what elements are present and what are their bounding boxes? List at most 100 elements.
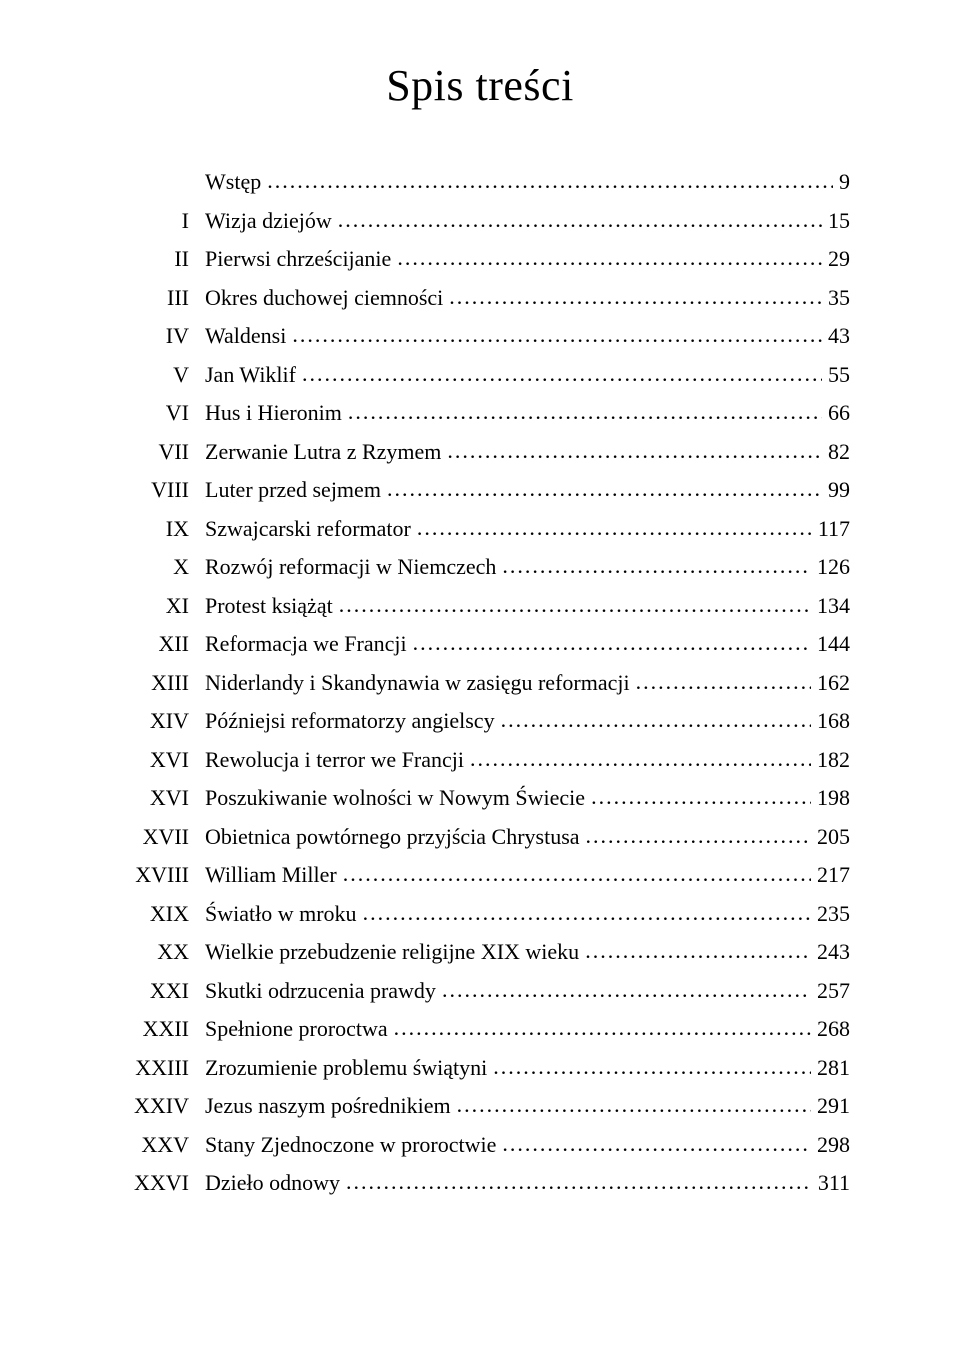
toc-page-number: 43 [822,325,850,347]
toc-page-number: 291 [811,1095,850,1117]
toc-leader-dots: ........................................… [499,709,811,731]
toc-page-number: 35 [822,287,850,309]
toc-row: XIIINiderlandy i Skandynawia w zasięgu r… [110,672,850,694]
toc-row: XRozwój reformacji w Niemczech..........… [110,556,850,578]
toc-page-number: 217 [811,864,850,886]
toc-chapter-number: XXVI [110,1172,205,1194]
toc-chapter-number: XI [110,595,205,617]
toc-page-number: 29 [822,248,850,270]
toc-leader-dots: ........................................… [361,902,811,924]
toc-page-number: 117 [812,518,850,540]
toc-chapter-title: Spełnione proroctwa [205,1018,392,1040]
toc-chapter-title: Poszukiwanie wolności w Nowym Świecie [205,787,589,809]
toc-page-number: 15 [822,210,850,232]
toc-leader-dots: ........................................… [634,671,811,693]
toc-chapter-title: Okres duchowej ciemności [205,287,447,309]
toc-leader-dots: ........................................… [336,209,822,231]
toc-page-number: 198 [811,787,850,809]
toc-chapter-title: Późniejsi reformatorzy angielscy [205,710,499,732]
toc-row: XVIIObietnica powtórnego przyjścia Chrys… [110,826,850,848]
toc-intro-dots: ........................................… [265,170,833,192]
toc-chapter-title: Jan Wiklif [205,364,300,386]
toc-page-number: 126 [811,556,850,578]
toc-row: XVIRewolucja i terror we Francji........… [110,749,850,771]
toc-page-number: 235 [811,903,850,925]
toc-page-number: 134 [811,595,850,617]
toc-chapter-title: Obietnica powtórnego przyjścia Chrystusa [205,826,584,848]
toc-row: XIIReformacja we Francji................… [110,633,850,655]
toc-chapter-number: VIII [110,479,205,501]
toc-page-number: 99 [822,479,850,501]
toc-leader-dots: ........................................… [440,979,811,1001]
toc-leader-dots: ........................................… [589,786,811,808]
toc-page-number: 281 [811,1057,850,1079]
toc-chapter-title: Luter przed sejmem [205,479,385,501]
toc-page-number: 257 [811,980,850,1002]
toc-page-number: 144 [811,633,850,655]
toc-row: IWizja dziejów..........................… [110,210,850,232]
toc-chapter-number: X [110,556,205,578]
toc-row: XXIIIZrozumienie problemu świątyni......… [110,1057,850,1079]
toc-chapter-number: XXV [110,1134,205,1156]
toc-page-number: 168 [811,710,850,732]
toc-chapter-number: XXIV [110,1095,205,1117]
toc-page-number: 243 [811,941,850,963]
toc-intro-page: 9 [833,171,850,193]
toc-chapter-number: XII [110,633,205,655]
toc-page-number: 82 [822,441,850,463]
toc-chapter-title: Stany Zjednoczone w proroctwie [205,1134,500,1156]
toc-row: IXSzwajcarski reformator................… [110,518,850,540]
toc-chapter-number: XIX [110,903,205,925]
toc-chapter-number: XXI [110,980,205,1002]
toc-entries-container: IWizja dziejów..........................… [110,210,850,1195]
toc-leader-dots: ........................................… [445,440,822,462]
toc-chapter-title: Zerwanie Lutra z Rzymem [205,441,445,463]
toc-leader-dots: ........................................… [344,1171,812,1193]
toc-chapter-title: Reformacja we Francji [205,633,411,655]
toc-leader-dots: ........................................… [500,1133,811,1155]
toc-leader-dots: ........................................… [415,517,812,539]
toc-chapter-number: VII [110,441,205,463]
toc-chapter-number: IX [110,518,205,540]
toc-chapter-number: XVI [110,787,205,809]
toc-chapter-number: II [110,248,205,270]
toc-chapter-number: V [110,364,205,386]
table-of-contents: Wstęp ..................................… [110,171,850,1194]
toc-row: XIProtest książąt.......................… [110,595,850,617]
toc-leader-dots: ........................................… [392,1017,811,1039]
toc-row: XVIPoszukiwanie wolności w Nowym Świecie… [110,787,850,809]
toc-chapter-title: Protest książąt [205,595,337,617]
toc-chapter-title: Wielkie przebudzenie religijne XIX wieku [205,941,583,963]
toc-leader-dots: ........................................… [447,286,822,308]
toc-row: XXIVJezus naszym pośrednikiem...........… [110,1095,850,1117]
toc-row: XVIIIWilliam Miller.....................… [110,864,850,886]
toc-leader-dots: ........................................… [300,363,822,385]
toc-chapter-number: XX [110,941,205,963]
toc-page-number: 66 [822,402,850,424]
toc-chapter-title: Szwajcarski reformator [205,518,415,540]
toc-page-number: 298 [811,1134,850,1156]
toc-page-number: 205 [811,826,850,848]
toc-row: IIIOkres duchowej ciemności.............… [110,287,850,309]
toc-row: VJan Wiklif.............................… [110,364,850,386]
toc-row: VIIILuter przed sejmem..................… [110,479,850,501]
toc-chapter-title: Światło w mroku [205,903,361,925]
toc-page-number: 182 [811,749,850,771]
toc-leader-dots: ........................................… [411,632,811,654]
toc-row: XXIISpełnione proroctwa.................… [110,1018,850,1040]
toc-row: VIHus i Hieronim........................… [110,402,850,424]
toc-chapter-title: Niderlandy i Skandynawia w zasięgu refor… [205,672,634,694]
toc-chapter-title: Waldensi [205,325,290,347]
toc-chapter-title: Pierwsi chrześcijanie [205,248,395,270]
toc-chapter-number: XVIII [110,864,205,886]
toc-leader-dots: ........................................… [346,401,822,423]
toc-leader-dots: ........................................… [290,324,822,346]
toc-chapter-title: Rozwój reformacji w Niemczech [205,556,500,578]
toc-page-number: 55 [822,364,850,386]
toc-page-number: 268 [811,1018,850,1040]
toc-leader-dots: ........................................… [385,478,822,500]
toc-leader-dots: ........................................… [583,940,811,962]
toc-row: XIXŚwiatło w mroku......................… [110,903,850,925]
toc-chapter-number: XXII [110,1018,205,1040]
toc-row: IVWaldensi..............................… [110,325,850,347]
